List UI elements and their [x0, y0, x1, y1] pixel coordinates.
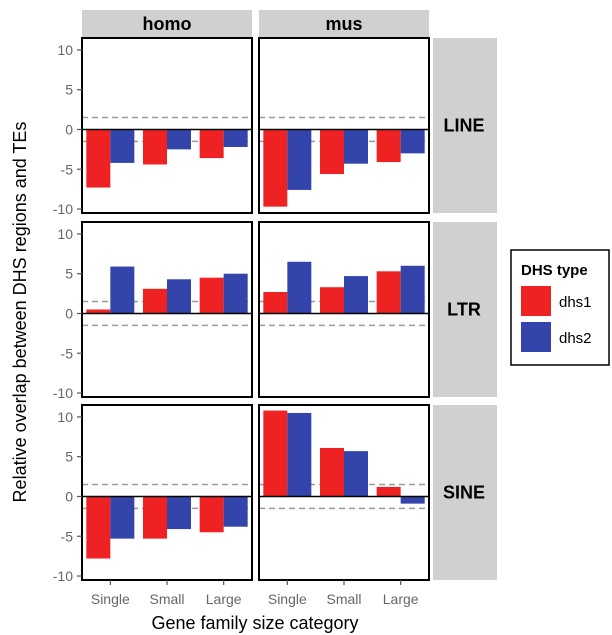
bar-dhs2-small: [167, 279, 191, 314]
panel-frame: [258, 221, 430, 398]
x-tick-label-small: Small: [149, 591, 184, 607]
y-tick-label: -5: [61, 528, 74, 544]
bar-dhs2-small: [167, 496, 191, 530]
legend: DHS type dhs1 dhs2: [510, 249, 610, 366]
bar-dhs1-single: [86, 496, 111, 559]
bar-dhs1-large: [376, 486, 401, 497]
y-tick-label: -10: [53, 385, 73, 401]
y-tick-label: 10: [57, 409, 73, 425]
y-tick-label: 0: [65, 121, 73, 137]
bar-dhs1-large: [376, 129, 401, 163]
bar-dhs1-single: [263, 129, 288, 207]
legend-title: DHS type: [521, 262, 588, 279]
bar-dhs2-small: [344, 129, 368, 164]
row-strip-LTR: [433, 222, 497, 397]
bar-dhs2-large: [400, 265, 425, 314]
bar-dhs1-single: [263, 410, 288, 497]
y-tick-label: 0: [65, 488, 73, 504]
panel-frame: [81, 37, 253, 214]
column-strip-label-mus: mus: [325, 14, 362, 34]
x-axis-title: Gene family size category: [151, 613, 358, 633]
panel-LTR-homo: -10 -5 0 5 10: [53, 221, 253, 401]
y-tick-label: 10: [57, 226, 73, 242]
y-tick-label: 5: [65, 266, 73, 282]
bar-dhs1-single: [86, 309, 111, 314]
bar-dhs2-single: [110, 496, 135, 539]
bar-dhs2-small: [167, 129, 191, 150]
panel-LTR-mus: [258, 221, 430, 398]
bar-dhs2-small: [344, 451, 368, 497]
column-strip-mus: [259, 10, 429, 38]
bar-dhs2-large: [223, 129, 248, 147]
bar-dhs1-large: [199, 129, 224, 159]
bar-dhs2-single: [110, 266, 135, 314]
panel-LINE-homo: -10 -5 0 5 10: [53, 37, 253, 217]
bar-dhs1-small: [320, 129, 344, 175]
bar-dhs1-single: [86, 129, 111, 188]
legend-label-dhs1: dhs1: [559, 294, 592, 311]
y-tick-label: -10: [53, 201, 73, 217]
x-tick-label-large: Large: [383, 591, 419, 607]
bar-dhs1-large: [376, 271, 401, 314]
bar-dhs1-small: [320, 447, 344, 497]
column-strip-label-homo: homo: [143, 14, 192, 34]
bar-dhs1-small: [143, 496, 167, 539]
panel-frame: [81, 221, 253, 398]
bar-dhs1-large: [199, 496, 224, 533]
x-tick-label-large: Large: [206, 591, 242, 607]
bar-dhs2-single: [287, 412, 312, 497]
bar-dhs1-small: [143, 288, 167, 314]
bar-dhs1-small: [320, 287, 344, 314]
bar-dhs2-single: [110, 129, 135, 163]
row-strip-label-LTR: LTR: [447, 300, 481, 320]
y-tick-label: -5: [61, 161, 74, 177]
bar-dhs1-single: [263, 292, 288, 314]
y-axis-title: Relative overlap between DHS regions and…: [10, 122, 30, 503]
bar-dhs2-single: [287, 261, 312, 314]
y-tick-label: 10: [57, 42, 73, 58]
panels-layer: homo musLINELTRSINE-10-50510-10-50510-10-…: [53, 10, 497, 607]
bar-dhs2-single: [287, 129, 312, 190]
bar-dhs1-large: [199, 277, 224, 314]
bar-dhs2-large: [223, 273, 248, 314]
row-strip-label-LINE: LINE: [443, 116, 484, 136]
bar-dhs2-large: [400, 129, 425, 154]
x-tick-label-small: Small: [326, 591, 361, 607]
bar-dhs2-large: [223, 496, 248, 527]
row-strip-SINE: [433, 405, 497, 580]
panel-SINE-mus: Single Small Large: [258, 404, 430, 607]
y-tick-label: -5: [61, 345, 74, 361]
y-tick-label: 5: [65, 449, 73, 465]
bar-dhs2-large: [400, 496, 425, 504]
panel-LINE-mus: [258, 37, 430, 214]
y-tick-label: 0: [65, 305, 73, 321]
legend-swatch-dhs1: [521, 286, 551, 316]
y-tick-label: 5: [65, 82, 73, 98]
panel-SINE-homo: -10 -5 0 5 10 Single Small Large: [53, 404, 253, 607]
column-strip-homo: [82, 10, 252, 38]
legend-swatch-dhs2: [521, 322, 551, 352]
legend-label-dhs2: dhs2: [559, 330, 592, 347]
y-tick-label: -10: [53, 568, 73, 584]
panel-frame: [258, 37, 430, 214]
x-tick-label-single: Single: [91, 591, 130, 607]
x-tick-label-single: Single: [268, 591, 307, 607]
bar-dhs2-small: [344, 276, 368, 314]
bar-dhs1-small: [143, 129, 167, 165]
row-strip-label-SINE: SINE: [443, 483, 485, 503]
row-strip-LINE: [433, 38, 497, 213]
